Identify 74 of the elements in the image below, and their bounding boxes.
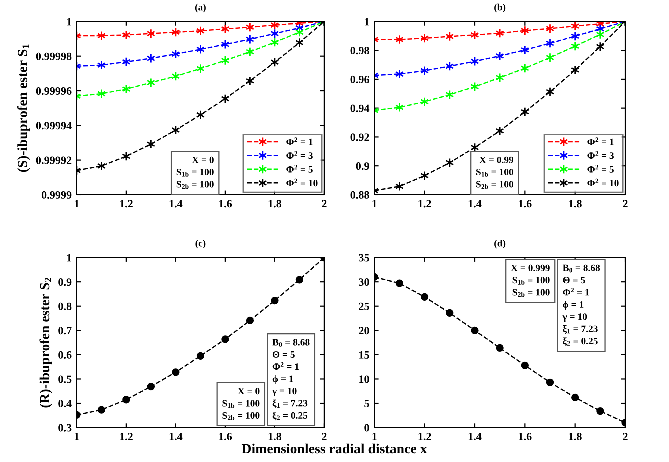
y-tick-label: 1 bbox=[67, 254, 72, 262]
y-tick-label: 0.98 bbox=[350, 47, 370, 55]
legend-label: Φ$^{2}$ = 10 bbox=[588, 178, 619, 187]
legend-label: Φ$^{2}$ = 10 bbox=[286, 178, 318, 187]
x-tick-label: 1 bbox=[372, 200, 377, 208]
y-tick-label: 0.9 bbox=[58, 278, 72, 286]
y-tick-label: 5 bbox=[364, 400, 370, 408]
y-tick-label: 0.99998 bbox=[36, 52, 72, 60]
y-tick-label: 0.99996 bbox=[36, 87, 72, 96]
x-tick-label: 1.2 bbox=[418, 433, 432, 441]
y-tick-label: 0.92 bbox=[350, 134, 370, 142]
chart-title: (b) bbox=[494, 4, 506, 13]
chart-title: (d) bbox=[494, 240, 506, 249]
x-tick-label: 1.6 bbox=[519, 200, 532, 208]
y-axis-title: (S)-ibuprofen ester S$_{1}$ bbox=[17, 44, 30, 172]
x-tick-label: 1.8 bbox=[569, 432, 582, 441]
x-tick-label: 1.2 bbox=[418, 200, 432, 208]
y-tick-label: 0.4 bbox=[58, 400, 72, 408]
legend-label: Φ$^{2}$ = 1 bbox=[286, 138, 313, 146]
y-tick-label: 0.94 bbox=[350, 104, 370, 112]
y-tick-label: 0.88 bbox=[350, 191, 370, 199]
x-tick-label: 1.2 bbox=[120, 433, 133, 441]
x-tick-label: 1.8 bbox=[268, 432, 282, 441]
y-tick-label: 1 bbox=[365, 18, 370, 26]
x-tick-label: 2 bbox=[322, 200, 327, 208]
chart-title: (a) bbox=[195, 4, 206, 13]
y-tick-label: 0.9 bbox=[356, 162, 370, 170]
x-tick-label: 1.4 bbox=[468, 200, 482, 208]
x-tick-label: 2 bbox=[623, 200, 628, 208]
text: X = 0.99 S$_{1b}$ = 100 S$_{2b}$ = 100 bbox=[476, 156, 514, 190]
x-tick-label: 1 bbox=[75, 433, 80, 440]
legend-label: Φ$^{2}$ = 5 bbox=[286, 165, 313, 173]
x-tick-label: 2 bbox=[322, 433, 327, 440]
text: X = 0 S$_{1b}$ = 100 S$_{2b}$ = 100 bbox=[176, 156, 214, 190]
y-tick-label: 0.96 bbox=[350, 76, 370, 84]
chart-title: (c) bbox=[196, 240, 206, 249]
y-tick-label: 1 bbox=[67, 18, 72, 26]
x-tick-label: 1.4 bbox=[170, 433, 183, 441]
legend-label: Φ$^{2}$ = 1 bbox=[588, 138, 614, 146]
x-tick-label: 1.6 bbox=[219, 200, 232, 208]
x-tick-label: 1.8 bbox=[569, 200, 582, 208]
x-tick-label: 1.6 bbox=[219, 433, 232, 441]
x-axis-title: Dimensionless radial distance x bbox=[242, 444, 428, 454]
x-tick-label: 2 bbox=[623, 433, 628, 440]
legend-label: Φ$^{2}$ = 3 bbox=[588, 151, 614, 160]
y-tick-label: 20 bbox=[359, 327, 370, 335]
x-tick-label: 1 bbox=[75, 200, 80, 208]
x-tick-label: 1.6 bbox=[519, 433, 532, 441]
x-tick-label: 1.4 bbox=[468, 433, 482, 441]
text: X = 0.999 S$_{1b}$ = 100 S$_{2b}$ = 100 bbox=[511, 264, 550, 298]
y-tick-label: 0.9999 bbox=[42, 191, 72, 199]
text: X = 0 S$_{1b}$ = 100 S$_{2b}$ = 100 bbox=[222, 388, 260, 420]
legend-label: Φ$^{2}$ = 3 bbox=[286, 151, 313, 160]
legend-label: Φ$^{2}$ = 5 bbox=[588, 165, 614, 173]
x-tick-label: 1 bbox=[372, 433, 377, 440]
x-tick-label: 1.8 bbox=[268, 200, 282, 208]
text: B$_{0}$ = 8.68 Θ = 5 Φ$^{2}$ = 1 ϕ = 1 γ = 10 ξ$_{1}$ = 7.23 ξ$_{2}$ = 0.25 bbox=[272, 339, 310, 421]
y-tick-label: 0.6 bbox=[58, 351, 72, 359]
y-tick-label: 0.7 bbox=[58, 327, 72, 335]
y-axis-title: (R)-ibuprofen ester S$_{2}$ bbox=[40, 278, 52, 408]
y-tick-label: 0.99994 bbox=[36, 122, 72, 130]
y-tick-label: 0.8 bbox=[58, 302, 72, 310]
x-tick-label: 1.4 bbox=[170, 200, 183, 208]
y-tick-label: 10 bbox=[360, 376, 370, 384]
y-tick-label: 30 bbox=[359, 278, 370, 286]
y-tick-label: 0.3 bbox=[58, 424, 72, 432]
y-tick-label: 35 bbox=[359, 254, 370, 262]
y-tick-label: 25 bbox=[359, 302, 370, 310]
y-tick-label: 0 bbox=[364, 424, 370, 432]
y-tick-label: 0.99992 bbox=[36, 156, 72, 164]
y-tick-label: 0.5 bbox=[58, 376, 72, 384]
x-tick-label: 1.2 bbox=[120, 200, 133, 208]
y-tick-label: 15 bbox=[360, 351, 370, 359]
text: B$_{0}$ = 8.68 Θ = 5 Φ$^{2}$ = 1 ϕ = 1 γ = 10 ξ$_{1}$ = 7.23 ξ$_{2}$ = 0.25 bbox=[562, 264, 600, 346]
